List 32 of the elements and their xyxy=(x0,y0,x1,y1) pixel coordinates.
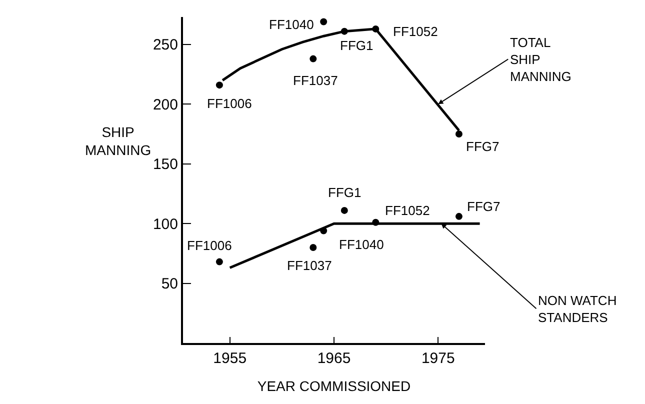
annotation: FF1037 xyxy=(293,73,338,88)
y-axis-title: SHIP MANNING xyxy=(85,124,152,158)
point xyxy=(340,206,348,214)
y-tick-label: 200 xyxy=(152,96,178,114)
x-tick-label: 1955 xyxy=(213,350,247,367)
annotation: FF1006 xyxy=(187,238,232,253)
annotation: FF1037 xyxy=(287,258,332,273)
point xyxy=(310,55,317,62)
x-axis-title: YEAR COMMISSIONED xyxy=(257,378,411,394)
y-tick-label: 250 xyxy=(152,36,178,54)
annotation: FFG1 xyxy=(328,185,362,200)
point xyxy=(310,244,317,251)
y-tick-label: 50 xyxy=(161,276,178,293)
point xyxy=(455,130,462,138)
annotation: FFG7 xyxy=(467,199,500,214)
y-tick-label: 100 xyxy=(152,216,178,233)
y-tick-label: 150 xyxy=(152,156,178,174)
annotation: NON WATCH STANDERS xyxy=(538,293,617,325)
point xyxy=(216,258,223,266)
x-tick-label: 1965 xyxy=(317,350,351,367)
point xyxy=(455,212,462,220)
annotation: FF1006 xyxy=(207,96,252,111)
annotation: FFG7 xyxy=(466,139,500,154)
annotation: FF1052 xyxy=(393,24,438,39)
annotation: TOTAL SHIP MANNING xyxy=(510,35,572,84)
annotation: FFG1 xyxy=(340,38,374,53)
point xyxy=(320,18,328,26)
annotation: FF1052 xyxy=(385,203,430,218)
x-tick-label: 1975 xyxy=(421,350,455,367)
annotation: FF1040 xyxy=(339,237,384,252)
annotation: FF1040 xyxy=(269,17,314,32)
point xyxy=(216,82,223,89)
